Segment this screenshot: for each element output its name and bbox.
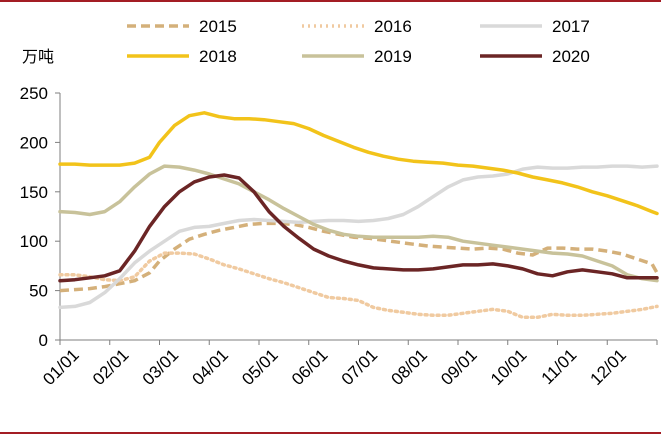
x-tick-label: 11/01 bbox=[538, 345, 581, 388]
x-tick-label: 08/01 bbox=[388, 345, 432, 389]
legend: 2015 2016 2017 2018 2019 2020 bbox=[127, 17, 590, 66]
x-tick-labels: 01/01 02/01 03/01 04/01 05/01 06/01 07/01 08/01… bbox=[39, 345, 630, 389]
x-tick-label: 12/01 bbox=[587, 345, 631, 389]
series-line-2018 bbox=[58, 111, 659, 216]
x-tick-label: 01/01 bbox=[39, 345, 83, 389]
y-axis-label: 万吨 bbox=[22, 48, 54, 66]
series-group bbox=[58, 111, 659, 320]
y-tick-label: 200 bbox=[20, 133, 48, 152]
legend-label-2016: 2016 bbox=[374, 17, 412, 36]
series-line-2019 bbox=[58, 164, 659, 283]
series-line-2015 bbox=[59, 221, 659, 293]
x-tick-label: 03/01 bbox=[139, 345, 183, 389]
series-line-2020 bbox=[58, 173, 659, 283]
axes bbox=[55, 92, 658, 345]
legend-label-2020: 2020 bbox=[552, 47, 590, 66]
y-tick-label: 100 bbox=[20, 232, 48, 251]
y-tick-labels: 0 50 100 150 200 250 bbox=[20, 84, 48, 350]
y-tick-label: 0 bbox=[39, 331, 48, 350]
legend-label-2019: 2019 bbox=[374, 47, 412, 66]
legend-label-2015: 2015 bbox=[199, 17, 237, 36]
series-line-2017 bbox=[58, 164, 659, 310]
y-tick-label: 250 bbox=[20, 84, 48, 103]
x-tick-label: 07/01 bbox=[338, 345, 382, 389]
x-tick-label: 06/01 bbox=[288, 345, 332, 389]
y-tick-label: 50 bbox=[29, 282, 48, 301]
x-tick-label: 04/01 bbox=[189, 345, 233, 389]
x-tick-label: 02/01 bbox=[89, 345, 133, 389]
legend-label-2018: 2018 bbox=[199, 47, 237, 66]
top-rule bbox=[0, 0, 661, 2]
x-tick-label: 05/01 bbox=[238, 345, 282, 389]
series-line-2016 bbox=[58, 251, 659, 320]
bottom-rule bbox=[0, 432, 661, 434]
y-tick-label: 150 bbox=[20, 183, 48, 202]
x-tick-label: 09/01 bbox=[437, 345, 481, 389]
x-tick-label: 10/01 bbox=[487, 345, 531, 389]
legend-label-2017: 2017 bbox=[552, 17, 590, 36]
